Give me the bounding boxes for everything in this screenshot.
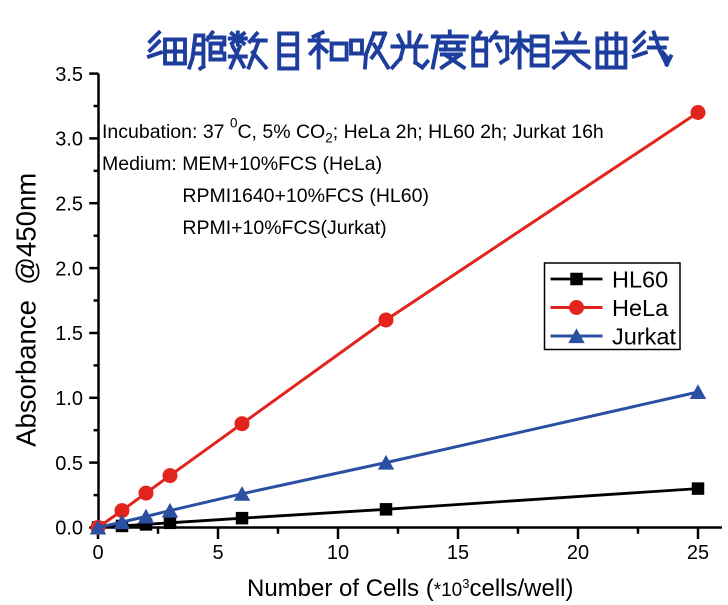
svg-text:15: 15: [447, 542, 469, 564]
svg-text:RPMI+10%FCS(Jurkat): RPMI+10%FCS(Jurkat): [182, 217, 386, 239]
svg-text:2.5: 2.5: [55, 193, 83, 215]
svg-text:RPMI1640+10%FCS (HL60): RPMI1640+10%FCS (HL60): [182, 185, 429, 207]
svg-text:0: 0: [92, 542, 103, 564]
svg-text:Medium: MEM+10%FCS (HeLa): Medium: MEM+10%FCS (HeLa): [102, 153, 382, 175]
svg-text:3.5: 3.5: [55, 64, 83, 86]
svg-text:25: 25: [687, 542, 709, 564]
svg-text:HL60: HL60: [612, 267, 668, 293]
svg-text:5: 5: [212, 542, 223, 564]
svg-text:10: 10: [327, 542, 349, 564]
svg-text:20: 20: [567, 542, 589, 564]
svg-text:3.0: 3.0: [55, 129, 83, 151]
svg-text:Absorbance @450nm: Absorbance @450nm: [11, 173, 42, 447]
svg-text:Jurkat: Jurkat: [612, 324, 676, 350]
svg-text:1.5: 1.5: [55, 323, 83, 345]
svg-text:HeLa: HeLa: [612, 295, 669, 321]
svg-text:0.5: 0.5: [55, 453, 83, 475]
svg-text:2.0: 2.0: [55, 258, 83, 280]
svg-text:Incubation: 37 0C, 5% CO2; HeL: Incubation: 37 0C, 5% CO2; HeLa 2h; HL60…: [102, 116, 604, 146]
svg-text:1.0: 1.0: [55, 388, 83, 410]
svg-text:Number of Cells (*103cells/wel: Number of Cells (*103cells/well): [247, 575, 574, 602]
svg-text:0.0: 0.0: [55, 518, 83, 540]
